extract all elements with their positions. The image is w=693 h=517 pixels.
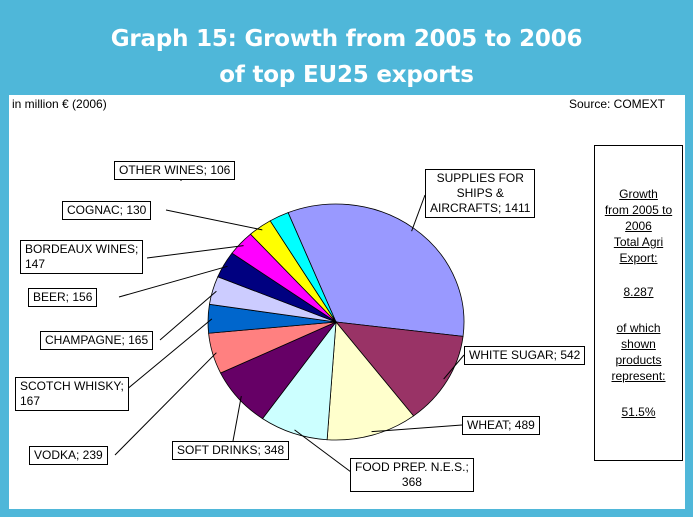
slice-label-line: OTHER WINES; 106 — [119, 163, 231, 177]
leader-line-wheat — [371, 424, 463, 433]
slice-label-bordeaux-wines: BORDEAUX WINES; 147 — [20, 240, 144, 274]
slice-label-food-prep-n-e-s: FOOD PREP. N.E.S.; 368 — [350, 458, 474, 492]
leader-line-bordeaux-wines — [146, 245, 244, 259]
slice-label-line: BEER; 156 — [33, 290, 93, 304]
leader-line-food-prep-n-e-s — [294, 429, 356, 476]
pie-slice-supplies-for-ships-aircrafts — [287, 203, 465, 337]
growth-text-4: represent: — [611, 369, 666, 383]
chart-panel: in million € (2006) Source: COMEXT SUPPL… — [9, 95, 685, 509]
slice-label-line: COGNAC; 130 — [67, 203, 147, 217]
growth-heading-2: from 2005 to — [604, 203, 673, 217]
pie-slice-white-sugar — [335, 321, 464, 417]
slice-label-line: 167 — [20, 394, 41, 408]
slice-label-line: WHEAT; 489 — [467, 418, 535, 432]
leader-line-scotch-whisky — [119, 318, 213, 396]
slice-label-line: SOFT DRINKS; 348 — [177, 443, 285, 457]
leader-line-beer — [118, 265, 228, 298]
slice-label-line: SHIPS & — [456, 186, 504, 200]
slice-label-line: CHAMPAGNE; 165 — [45, 333, 149, 347]
slice-label-wheat: WHEAT; 489 — [462, 416, 540, 435]
slice-label-other-wines: OTHER WINES; 106 — [114, 161, 236, 180]
slice-label-cognac: COGNAC; 130 — [62, 201, 152, 220]
growth-total: 8.287 — [623, 285, 654, 299]
growth-heading-1: Growth — [619, 187, 658, 201]
title-line-1: Graph 15: Growth from 2005 to 2006 — [110, 26, 583, 52]
leader-line-cognac — [165, 209, 263, 231]
growth-heading-4: Total Agri — [613, 235, 664, 249]
pie-slice-other-wines — [269, 212, 337, 323]
source-note: Source: COMEXT — [568, 97, 665, 111]
pie-slice-wheat — [326, 320, 415, 441]
growth-summary-box: Growth from 2005 to 2006 Total Agri Expo… — [594, 145, 683, 461]
slice-label-line: SUPPLIES FOR — [436, 171, 524, 185]
leader-line-white-sugar — [443, 354, 465, 380]
growth-heading-3: 2006 — [625, 219, 652, 233]
slice-label-supplies-for-ships-aircrafts: SUPPLIES FOR SHIPS & AIRCRAFTS; 1411 — [425, 169, 536, 218]
slice-label-soft-drinks: SOFT DRINKS; 348 — [172, 441, 290, 460]
growth-text-1: of which — [616, 321, 661, 335]
leader-line-supplies-for-ships-aircrafts — [411, 194, 426, 232]
slice-label-white-sugar: WHITE SUGAR; 542 — [464, 346, 586, 365]
slice-label-line: VODKA; 239 — [34, 448, 103, 462]
slice-label-champagne: CHAMPAGNE; 165 — [40, 331, 154, 350]
title-line-2: of top EU25 exports — [219, 62, 474, 88]
leader-line-champagne — [159, 290, 217, 341]
graph-title: Graph 15: Growth from 2005 to 2006 of to… — [0, 0, 693, 92]
slice-label-line: SCOTCH WHISKY; — [20, 379, 124, 393]
slice-label-line: 147 — [25, 257, 46, 271]
unit-note: in million € (2006) — [12, 97, 107, 111]
pie-chart — [114, 179, 465, 476]
slice-label-beer: BEER; 156 — [28, 288, 98, 307]
leader-line-vodka — [114, 352, 217, 456]
slice-label-line: WHITE SUGAR; 542 — [469, 348, 581, 362]
slice-label-line: FOOD PREP. N.E.S.; — [355, 460, 469, 474]
slice-label-line: 368 — [401, 475, 422, 489]
slice-label-scotch-whisky: SCOTCH WHISKY; 167 — [15, 377, 129, 411]
slice-label-vodka: VODKA; 239 — [29, 446, 108, 465]
growth-text-2: shown — [621, 337, 656, 351]
slice-label-line: AIRCRAFTS; 1411 — [430, 201, 531, 215]
growth-share: 51.5% — [621, 405, 656, 419]
growth-heading-5: Export: — [619, 251, 658, 265]
growth-text-3: products — [615, 353, 662, 367]
slice-label-line: BORDEAUX WINES; — [25, 242, 139, 256]
leader-line-soft-drinks — [232, 395, 242, 442]
